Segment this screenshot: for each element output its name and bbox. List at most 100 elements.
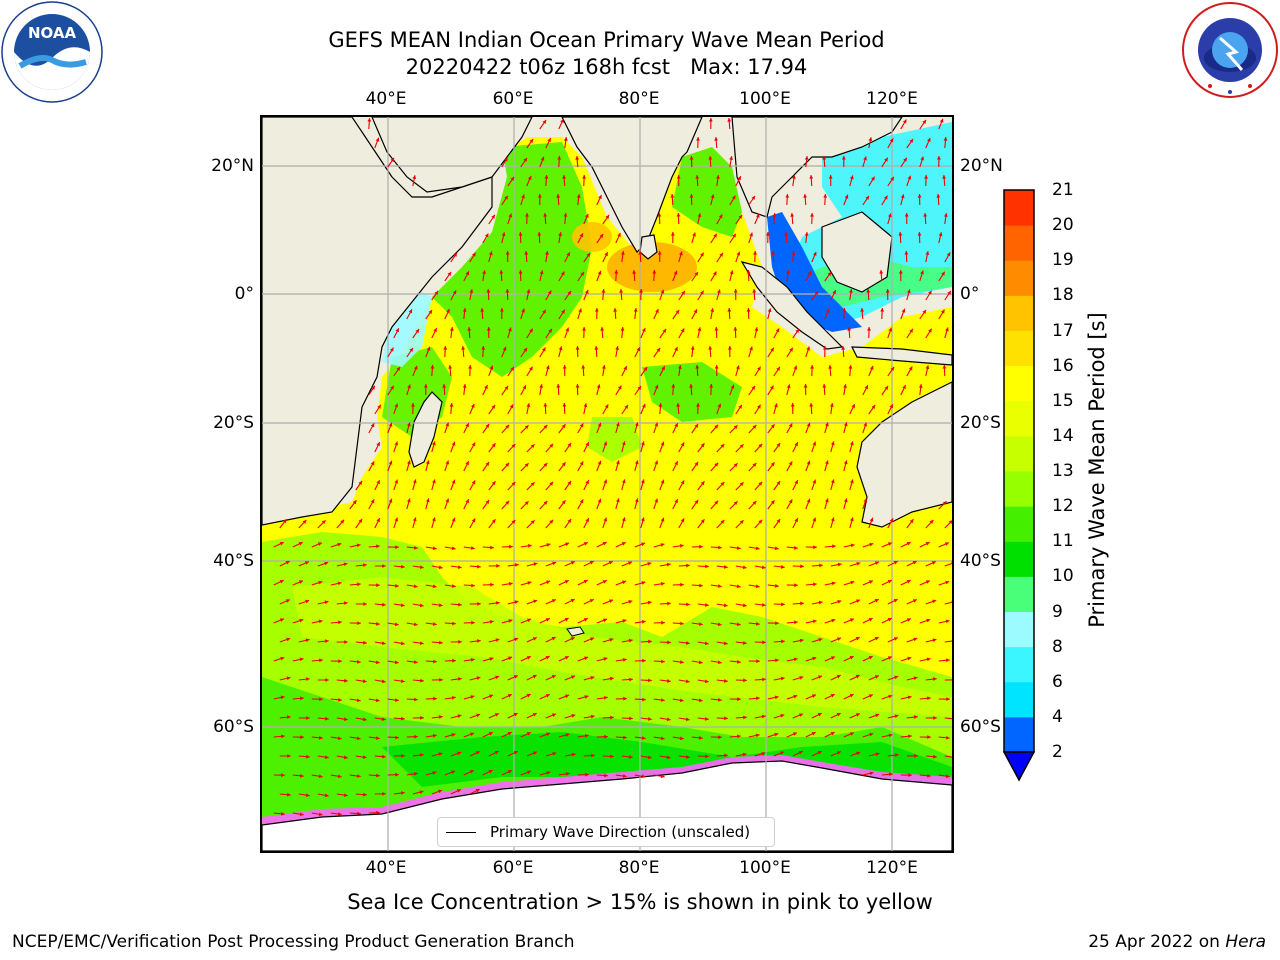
wave-arrow-head xyxy=(413,660,418,664)
wave-arrow-head xyxy=(469,289,474,294)
wave-arrow-head xyxy=(591,753,595,758)
wave-arrow-head xyxy=(904,213,909,217)
wave-arrow-head xyxy=(841,156,846,160)
wave-arrow-head xyxy=(762,677,766,682)
wave-arrow-head xyxy=(344,601,348,606)
wave-arrow-head xyxy=(742,603,747,608)
wave-arrow-head xyxy=(908,366,913,371)
wave-arrow-head xyxy=(477,564,481,569)
wave-arrow-head xyxy=(615,346,620,350)
colorbar-outline xyxy=(1003,189,1035,753)
chart-title: GEFS MEAN Indian Ocean Primary Wave Mean… xyxy=(328,28,885,52)
wave-arrow-head xyxy=(321,520,326,525)
wave-arrow-head xyxy=(785,194,790,198)
wave-arrow-head xyxy=(375,660,380,665)
wave-arrow-head xyxy=(685,679,690,684)
wave-arrow-head xyxy=(880,308,885,312)
wave-arrow-head xyxy=(708,346,713,350)
wave-arrow-head xyxy=(452,621,456,626)
wave-arrow-head xyxy=(496,563,500,568)
wave-arrow-head xyxy=(809,403,814,407)
wave-arrow-head xyxy=(717,403,722,408)
wave-arrow-head xyxy=(843,422,848,427)
wave-arrow-head xyxy=(589,599,594,603)
wave-arrow-head xyxy=(933,754,937,759)
wave-arrow-head xyxy=(620,251,625,255)
wave-arrow-head xyxy=(594,308,599,312)
wave-arrow-head xyxy=(511,443,516,448)
wave-arrow-head xyxy=(723,565,728,569)
wave-arrow-head xyxy=(942,365,947,369)
wave-arrow-head xyxy=(689,194,694,198)
wave-arrow-head xyxy=(567,442,572,447)
wave-arrow-head xyxy=(636,347,640,352)
wave-arrow-head xyxy=(396,366,401,371)
wave-arrow-head xyxy=(700,290,704,295)
wave-arrow-head xyxy=(319,735,323,740)
wave-arrow-head xyxy=(451,695,456,700)
wave-arrow-head xyxy=(737,659,741,664)
wave-arrow-head xyxy=(501,232,506,237)
colorbar-swatch xyxy=(1004,400,1034,437)
wave-arrow-head xyxy=(449,403,454,407)
wave-arrow-head xyxy=(753,251,757,255)
wave-arrow-head xyxy=(868,618,873,622)
wave-arrow-head xyxy=(836,637,841,641)
colorbar-swatch xyxy=(1004,576,1034,612)
wave-arrow-head xyxy=(889,518,894,523)
wave-arrow-head xyxy=(901,308,906,313)
wave-arrow-head xyxy=(856,751,861,756)
colorbar-tick-label: 17 xyxy=(1052,320,1074,341)
wave-arrow-head xyxy=(388,422,393,427)
wave-arrow-head xyxy=(812,517,817,522)
lat-tick-left: 60°S xyxy=(213,717,254,737)
wave-arrow-head xyxy=(564,580,569,584)
wave-arrow-head xyxy=(637,385,641,390)
wave-arrow-head xyxy=(793,657,798,662)
wave-arrow-head xyxy=(893,637,898,641)
colorbar-swatch xyxy=(1004,365,1034,402)
wave-arrow-head xyxy=(432,622,437,626)
wave-arrow-head xyxy=(613,308,618,312)
wave-arrow-head xyxy=(713,233,717,238)
wave-arrow-head xyxy=(381,641,386,646)
wave-arrow-head xyxy=(788,461,793,466)
wave-arrow-head xyxy=(581,365,586,369)
wave-arrow-head xyxy=(445,460,450,465)
colorbar-tick-label: 2 xyxy=(1052,742,1063,762)
wave-arrow-head xyxy=(761,714,766,719)
wave-arrow-head xyxy=(888,733,893,738)
wave-arrow-head xyxy=(502,346,507,351)
wave-arrow-head xyxy=(818,600,823,605)
wave-arrow-head xyxy=(546,580,551,585)
wave-arrow-head xyxy=(358,518,363,523)
wave-arrow-head xyxy=(799,675,804,680)
wave-arrow-head xyxy=(656,347,661,352)
wave-arrow-head xyxy=(305,638,310,643)
wave-arrow-head xyxy=(641,403,646,408)
wave-arrow-head xyxy=(318,812,323,817)
wave-arrow-head xyxy=(714,137,719,141)
wave-arrow-head xyxy=(578,308,582,313)
wave-arrow-head xyxy=(537,194,542,198)
wave-arrow-head xyxy=(837,562,842,567)
wave-arrow-head xyxy=(855,713,860,717)
colorbar-tick-label: 8 xyxy=(1052,636,1063,657)
wave-arrow-head xyxy=(438,603,443,608)
wave-arrow-head xyxy=(694,271,698,276)
wave-arrow-head xyxy=(408,309,413,314)
wave-arrow-head xyxy=(666,755,671,760)
wave-arrow-head xyxy=(338,659,342,664)
wave-arrow-head xyxy=(888,213,892,218)
wave-arrow-head xyxy=(943,137,948,141)
wave-arrow-head xyxy=(561,424,566,429)
wave-arrow-head xyxy=(924,175,928,179)
wave-arrow-head xyxy=(751,195,755,200)
wave-arrow-head xyxy=(621,479,626,484)
wave-arrow-head xyxy=(936,156,941,160)
wave-arrow-head xyxy=(739,520,744,525)
wave-arrow-head xyxy=(357,659,361,664)
wave-arrow-head xyxy=(585,772,589,777)
wave-arrow-head xyxy=(770,500,775,505)
wave-arrow-head xyxy=(604,773,608,778)
